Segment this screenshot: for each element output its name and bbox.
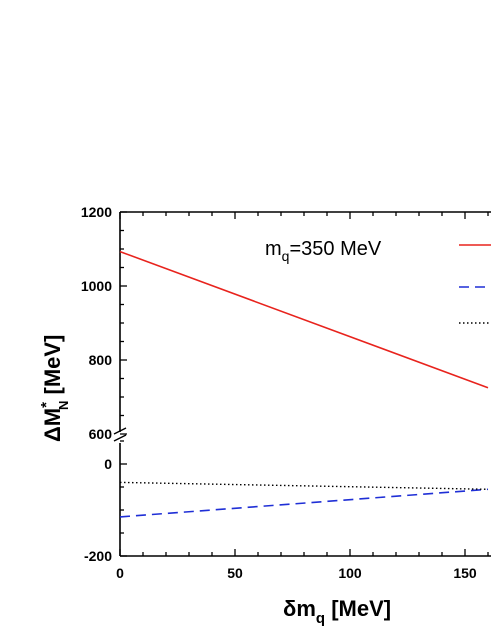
legend — [459, 244, 491, 324]
axis-break-mark — [113, 434, 127, 442]
annotation-rest: =350 MeV — [289, 238, 381, 260]
y-axis-title-sup: * — [38, 402, 55, 408]
x-axis-title: δmq [MeV] — [283, 596, 391, 627]
series-line-1 — [119, 250, 489, 389]
series-line-2 — [119, 488, 489, 518]
axis-break-mark — [113, 427, 127, 435]
y-axis-title-delta: Δ — [40, 426, 65, 442]
y-tick-label: 1200 — [81, 204, 112, 220]
x-tick-label: 0 — [116, 565, 124, 581]
y-axis-title-base: M — [40, 408, 65, 426]
y-tick-label: 0 — [104, 456, 112, 472]
x-tick-label: 100 — [338, 565, 362, 581]
x-tick-label: 50 — [227, 565, 243, 581]
series-line-3 — [119, 481, 489, 490]
y-tick-label: 800 — [89, 352, 113, 368]
y-axis-title-group: ΔM*N [MeV] — [38, 335, 71, 442]
annotation-sub: q — [282, 248, 290, 264]
x-axis-title-rest: [MeV] — [325, 596, 391, 621]
series-group — [119, 250, 489, 518]
y-axis-title-sub: N — [56, 401, 71, 410]
y-tick-label: 1000 — [81, 278, 112, 294]
axes — [113, 211, 491, 557]
y-tick-label: 600 — [89, 426, 113, 442]
annotation-base: m — [265, 238, 282, 260]
annotation: mq=350 MeV — [265, 238, 382, 264]
y-tick-label: -200 — [84, 548, 112, 564]
y-axis-title-rest: [MeV] — [40, 335, 65, 401]
x-axis-title-base: m — [296, 596, 316, 621]
x-axis-title-delta: δ — [283, 596, 296, 621]
x-tick-label: 150 — [453, 565, 477, 581]
y-axis-title: ΔM*N [MeV] — [38, 335, 71, 442]
x-axis-title-sub: q — [316, 610, 325, 627]
